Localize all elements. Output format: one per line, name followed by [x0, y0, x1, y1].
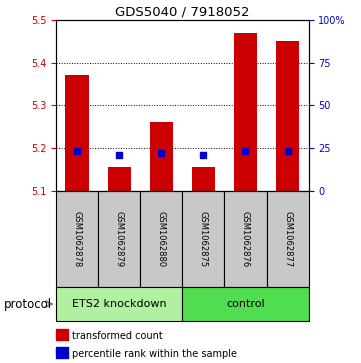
Bar	[276, 41, 299, 191]
Text: transformed count: transformed count	[72, 331, 163, 341]
Title: GDS5040 / 7918052: GDS5040 / 7918052	[115, 6, 249, 19]
Bar	[225, 191, 266, 287]
Bar	[140, 191, 182, 287]
Bar	[98, 191, 140, 287]
Text: control: control	[226, 299, 265, 309]
Bar	[266, 191, 309, 287]
Text: GSM1062878: GSM1062878	[73, 211, 82, 267]
Bar	[182, 287, 309, 321]
Bar	[234, 33, 257, 191]
Text: percentile rank within the sample: percentile rank within the sample	[72, 349, 237, 359]
Text: GSM1062879: GSM1062879	[115, 211, 123, 267]
Bar	[150, 122, 173, 191]
Text: GSM1062875: GSM1062875	[199, 211, 208, 267]
Bar	[192, 167, 215, 191]
Bar	[56, 287, 182, 321]
Text: GSM1062877: GSM1062877	[283, 211, 292, 267]
Text: GSM1062880: GSM1062880	[157, 211, 166, 267]
Bar	[56, 191, 98, 287]
Text: protocol: protocol	[4, 298, 52, 310]
Bar	[108, 167, 131, 191]
Bar	[65, 76, 88, 191]
Text: ETS2 knockdown: ETS2 knockdown	[72, 299, 166, 309]
Bar	[182, 191, 225, 287]
Text: GSM1062876: GSM1062876	[241, 211, 250, 267]
